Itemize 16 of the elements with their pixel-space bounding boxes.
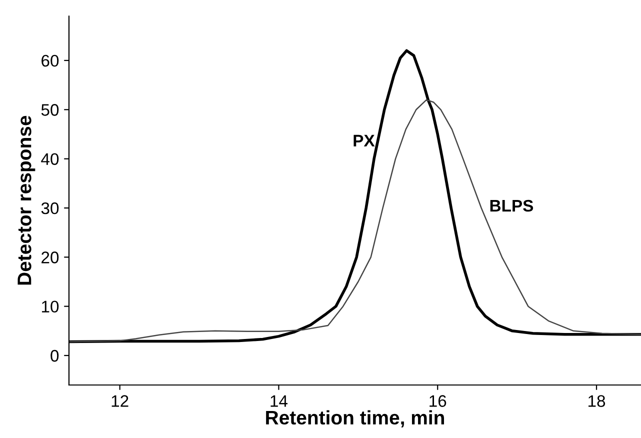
line-series bbox=[68, 99, 641, 342]
x-axis-title: Retention time, min bbox=[266, 410, 444, 428]
x-tick-label: 12 bbox=[112, 395, 128, 407]
y-tick-label: 0 bbox=[50, 350, 59, 362]
x-tick-label: 14 bbox=[270, 395, 288, 407]
y-tick-label: 40 bbox=[41, 153, 59, 166]
series-label: BLPS bbox=[490, 200, 534, 212]
x-tick-label: 16 bbox=[430, 395, 446, 407]
series-label: PX bbox=[354, 134, 375, 146]
y-tick-label: 60 bbox=[42, 54, 59, 67]
y-axis-title: Detector response bbox=[18, 116, 36, 285]
y-tick-label: 10 bbox=[42, 300, 59, 313]
x-tick-label: 18 bbox=[588, 395, 606, 407]
y-tick-label: 20 bbox=[42, 252, 59, 264]
y-tick-label: 50 bbox=[41, 104, 59, 116]
y-tick-label: 30 bbox=[41, 202, 59, 214]
